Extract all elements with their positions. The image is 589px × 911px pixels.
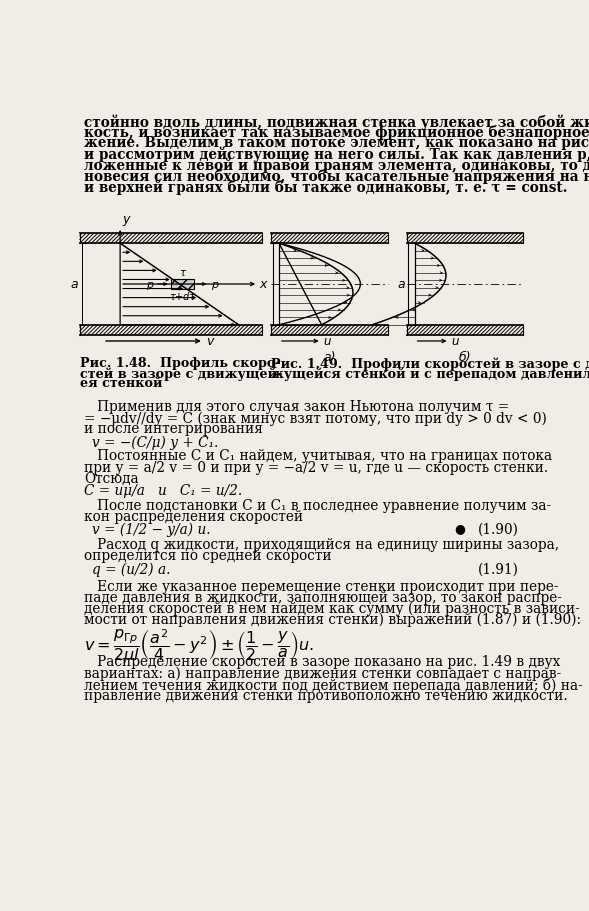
Text: деления скоростей в нем найдем как сумму (или разность в зависи-: деления скоростей в нем найдем как сумму… [84,601,580,616]
Text: а): а) [323,351,336,363]
Text: новесия сил необходимо, чтобы касательные напряжения на нижней: новесия сил необходимо, чтобы касательны… [84,169,589,184]
Text: v = −(C/μ) y + C₁.: v = −(C/μ) y + C₁. [92,435,219,449]
Text: определится по средней скорости: определится по средней скорости [84,549,332,563]
Text: C = uμ/a   и   C₁ = u/2.: C = uμ/a и C₁ = u/2. [84,484,243,498]
Text: y: y [123,213,130,226]
Text: Отсюда: Отсюда [84,471,139,486]
Text: = −μdv//dy = C (знак минус взят потому, что при dy > 0 dv < 0): = −μdv//dy = C (знак минус взят потому, … [84,411,547,425]
Text: и рассмотрим действующие на него силы. Так как давления p, при-: и рассмотрим действующие на него силы. Т… [84,147,589,162]
Text: Постоянные C и C₁ найдем, учитывая, что на границах потока: Постоянные C и C₁ найдем, учитывая, что … [84,449,552,463]
Text: Рис. 1.49.  Профили скоростей в зазоре с дви-: Рис. 1.49. Профили скоростей в зазоре с … [272,357,589,371]
Bar [170,280,194,290]
Text: жущейся стенкой и с перепадом давленил: жущейся стенкой и с перепадом давленил [272,366,589,380]
Text: и верхней гранях были бы также одинаковы, т. е. τ = const.: и верхней гранях были бы также одинаковы… [84,179,568,195]
Text: После подстановки C и C₁ в последнее уравнение получим за-: После подстановки C и C₁ в последнее ура… [84,498,552,512]
Text: лением течения жидкости под действием перепада давлений; б) на-: лением течения жидкости под действием пе… [84,677,583,692]
Text: стей в зазоре с движущей-: стей в зазоре с движущей- [80,366,282,380]
Text: б): б) [459,351,471,363]
Text: u: u [451,335,459,348]
Text: кон распределения скоростей: кон распределения скоростей [84,509,303,523]
Text: и после интегрирования: и после интегрирования [84,422,263,436]
Text: a: a [398,278,405,292]
Text: кость, и возникает так называемое фрикционное безнапорное дви-: кость, и возникает так называемое фрикци… [84,125,589,140]
Text: (1.90): (1.90) [478,522,519,536]
Text: Расход q жидкости, приходящийся на единицу ширины зазора,: Расход q жидкости, приходящийся на едини… [84,537,560,552]
Text: v = (1/2 − y/a) u.: v = (1/2 − y/a) u. [92,522,211,537]
Text: жение. Выделим в таком потоке элемент, как показано на рис. 1.48,: жение. Выделим в таком потоке элемент, к… [84,136,589,149]
Text: τ: τ [179,268,186,278]
Text: Если же указанное перемещение стенки происходит при пере-: Если же указанное перемещение стенки про… [84,578,559,593]
Text: Распределение скоростей в зазоре показано на рис. 1.49 в двух: Распределение скоростей в зазоре показан… [84,655,561,669]
Text: p: p [211,280,218,290]
Text: Применив для этого случая закон Ньютона получим τ =: Применив для этого случая закон Ньютона … [84,400,509,414]
Text: Рис. 1.48.  Профиль скоро-: Рис. 1.48. Профиль скоро- [80,357,280,370]
Text: вариантах: a) направление движения стенки совпадает с направ-: вариантах: a) направление движения стенк… [84,666,562,681]
Text: a: a [71,278,78,292]
Text: правление движения стенки противоположно течению жидкости.: правление движения стенки противоположно… [84,688,568,702]
Text: ея стенкой: ея стенкой [80,376,163,389]
Text: u: u [323,335,330,348]
Text: паде давления в жидкости, заполняющей зазор, то закон распре-: паде давления в жидкости, заполняющей за… [84,590,562,604]
Text: стойнно вдоль длины, подвижная стенка увлекает за собой жид-: стойнно вдоль длины, подвижная стенка ув… [84,114,589,129]
Text: τ+dτ: τ+dτ [169,292,195,302]
Text: $v = \dfrac{p_{\Gamma p}}{2\mu l}\left(\dfrac{a^2}{4} - y^2\right) \pm \left(\df: $v = \dfrac{p_{\Gamma p}}{2\mu l}\left(\… [84,627,314,665]
Text: x: x [260,278,267,292]
Text: ●: ● [454,521,465,534]
Text: (1.91): (1.91) [478,561,519,576]
Text: v: v [206,335,214,348]
Text: p: p [146,280,154,290]
Text: при y = a/2 v = 0 и при y = −a/2 v = u, где u — скорость стенки.: при y = a/2 v = 0 и при y = −a/2 v = u, … [84,460,548,474]
Text: ложенные к левой и правой граням элемента, одинаковы, то для рав-: ложенные к левой и правой граням элемент… [84,158,589,173]
Text: мости от направления движения стенки) выражений (1.87) и (1.90):: мости от направления движения стенки) вы… [84,612,581,627]
Text: q = (u/2) a.: q = (u/2) a. [92,561,171,576]
